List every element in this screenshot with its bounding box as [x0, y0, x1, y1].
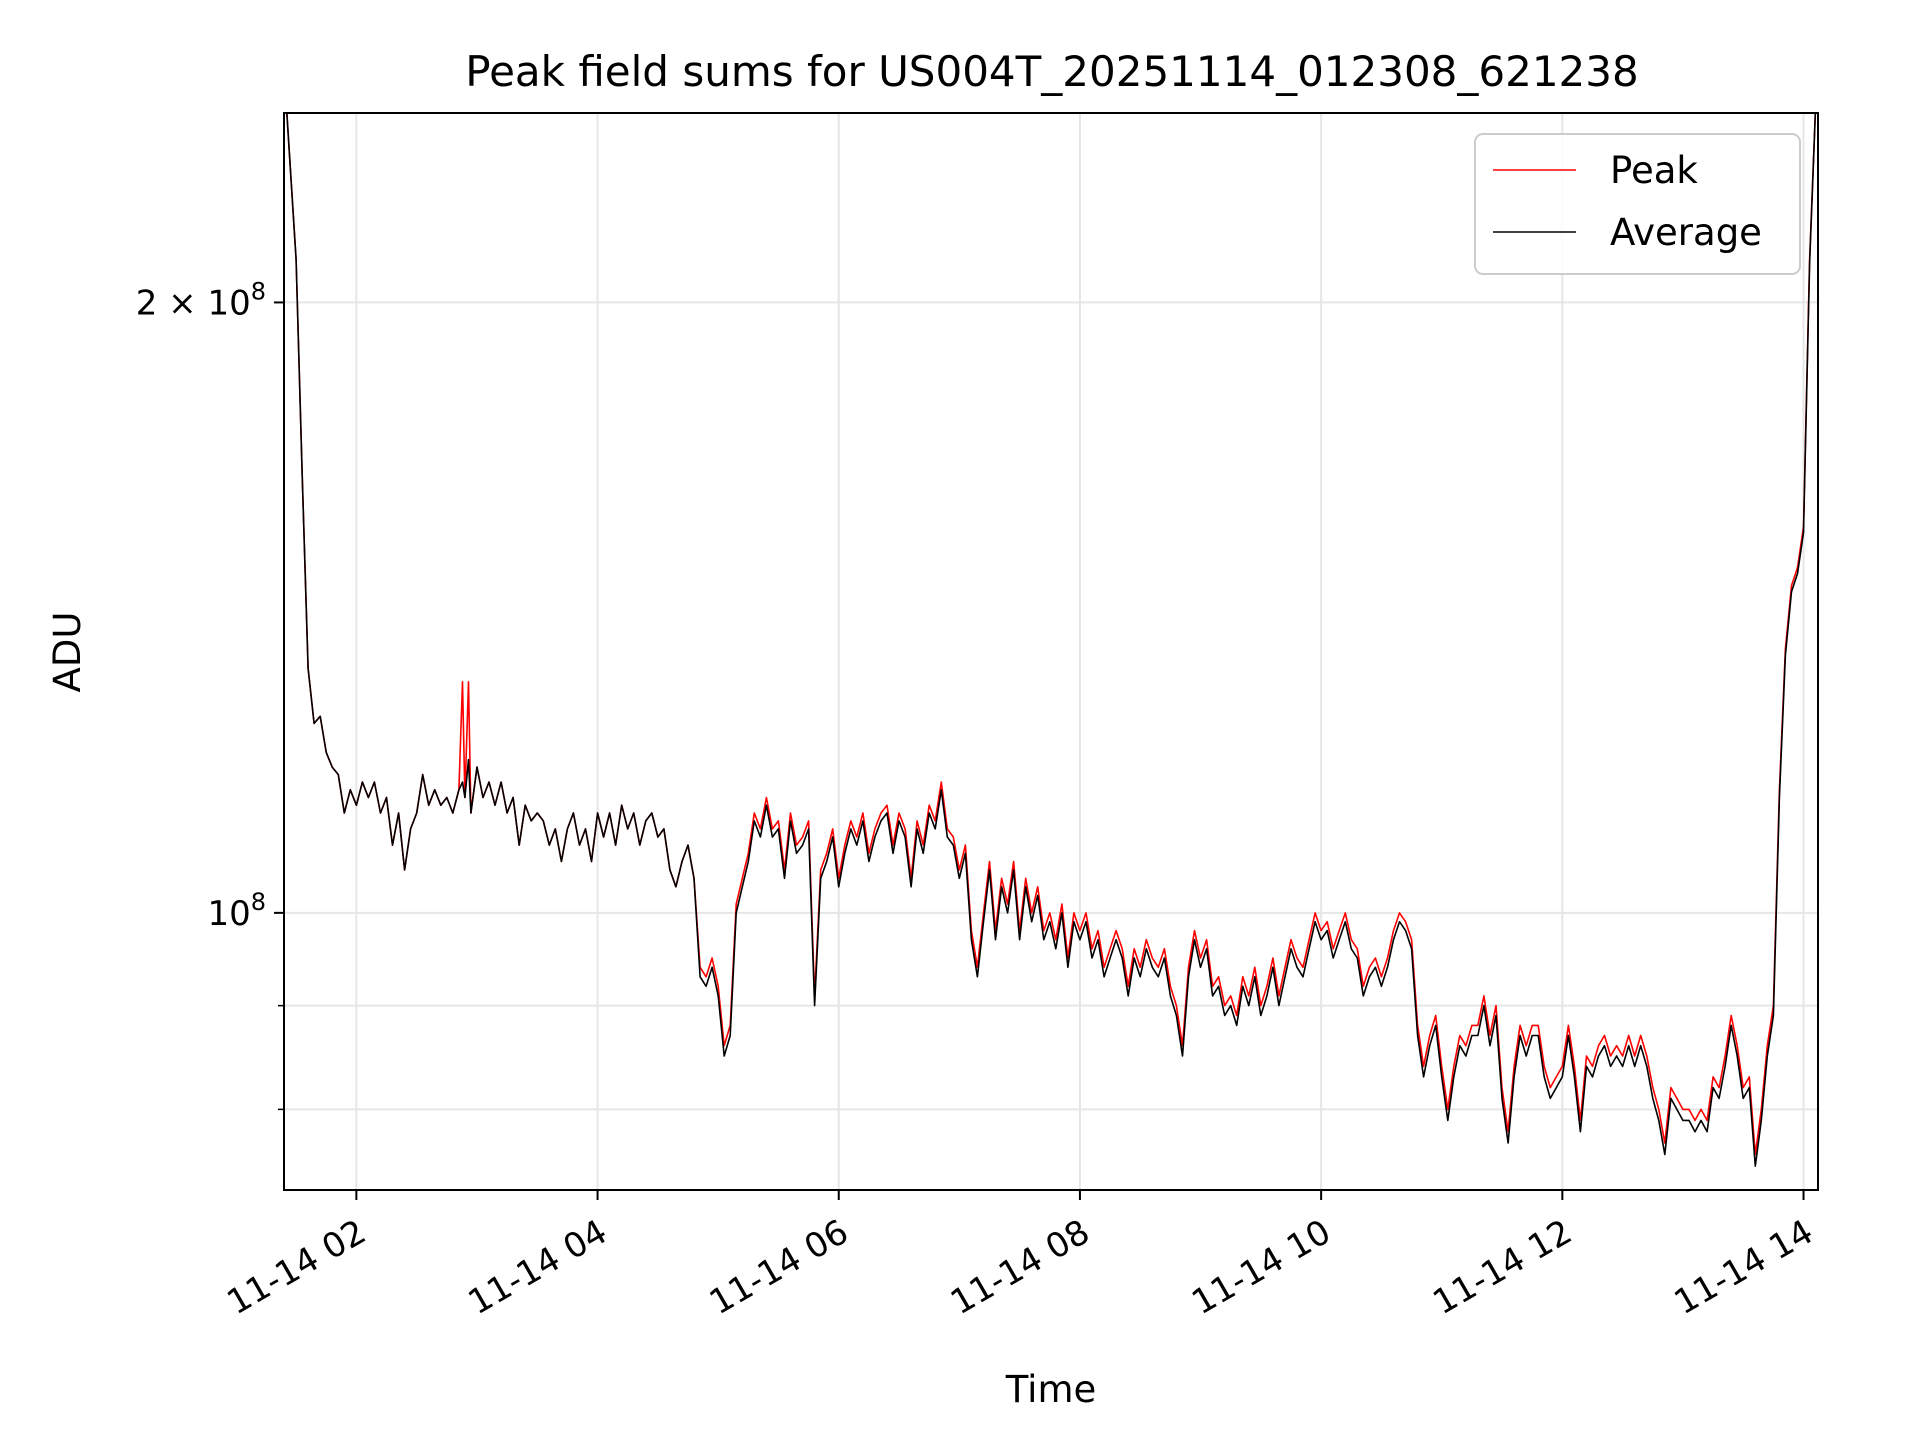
y-tick-base: 10 [207, 894, 250, 934]
legend: Peak Average [1474, 133, 1801, 275]
y-tick-base: 10 [207, 283, 250, 323]
legend-label-average: Average [1610, 211, 1762, 254]
chart-title: Peak field sums for US004T_20251114_0123… [465, 47, 1638, 96]
x-axis-label: Time [1005, 1368, 1097, 1411]
series-line-average [286, 113, 1817, 1167]
y-tick-label: 108 [207, 888, 266, 934]
y-axis-label: ADU [46, 612, 89, 693]
y-tick-label: 2 × 108 [136, 277, 266, 323]
y-tick-exponent: 8 [251, 277, 266, 305]
y-tick-coef: 2 [136, 283, 158, 323]
grid [284, 113, 1818, 1190]
legend-box [1474, 133, 1801, 275]
series-layer [286, 113, 1817, 1167]
plot-frame [283, 112, 1819, 1191]
y-tick-exponent: 8 [251, 888, 266, 916]
legend-label-peak: Peak [1610, 149, 1698, 192]
